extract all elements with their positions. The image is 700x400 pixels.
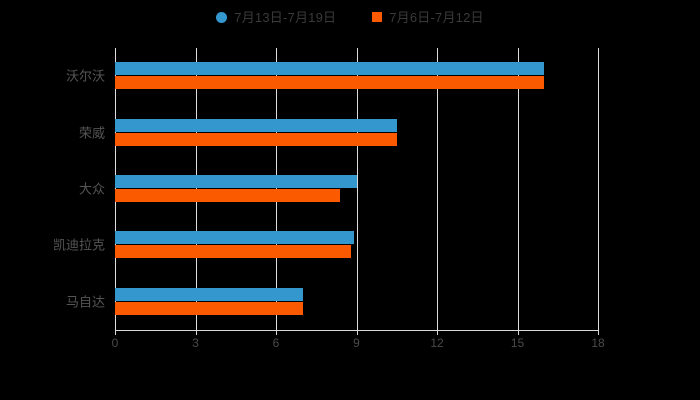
x-axis-tick-label: 3	[192, 336, 199, 350]
bar-group	[115, 287, 598, 316]
x-axis-tick-label: 18	[591, 336, 605, 350]
y-axis-tick-label: 荣威	[78, 125, 105, 141]
gridline	[437, 48, 438, 330]
x-axis-tick	[437, 330, 438, 335]
legend-label: 7月13日-7月19日	[234, 9, 337, 25]
x-axis-tick-label: 6	[272, 336, 280, 350]
bar[interactable]	[115, 245, 352, 259]
legend-entry[interactable]: 7月6日-7月12日	[372, 9, 484, 25]
square-marker-icon	[372, 12, 383, 22]
gridline	[598, 48, 599, 330]
bar[interactable]	[115, 287, 303, 301]
x-axis-tick	[276, 330, 277, 335]
bar[interactable]	[115, 76, 545, 90]
x-axis-tick-label: 9	[353, 336, 360, 350]
circle-marker-icon	[216, 11, 228, 23]
bar-group	[115, 118, 598, 147]
bar[interactable]	[115, 132, 397, 146]
y-axis-tick-label: 凯迪拉克	[52, 237, 105, 253]
y-axis-tick-label: 马自达	[65, 294, 105, 310]
y-axis-tick-label: 大众	[78, 181, 105, 197]
bar[interactable]	[115, 301, 303, 315]
x-axis-tick-label: 15	[510, 336, 525, 350]
bar[interactable]	[115, 231, 354, 245]
bar[interactable]	[115, 62, 545, 76]
bar-group	[115, 231, 598, 259]
y-axis-labels: 沃尔沃荣威大众凯迪拉克马自达	[0, 0, 105, 400]
x-axis-tick	[115, 330, 116, 335]
gridline	[356, 48, 358, 330]
x-axis-tick	[598, 330, 599, 335]
plot-area	[115, 48, 599, 330]
bar[interactable]	[115, 189, 341, 202]
gridline	[517, 48, 519, 330]
x-axis-tick-label: 12	[430, 336, 444, 350]
x-axis-tick	[517, 330, 519, 335]
bar[interactable]	[115, 118, 397, 132]
bar-group	[115, 175, 598, 203]
x-axis-tick	[195, 330, 197, 335]
legend-label: 7月6日-7月12日	[389, 9, 484, 25]
y-axis-tick-label: 沃尔沃	[65, 68, 105, 84]
bar[interactable]	[115, 175, 357, 188]
x-axis-tick-label: 0	[111, 336, 119, 350]
x-axis-tick	[356, 330, 358, 335]
chart-legend: 7月13日-7月19日 7月6日-7月12日	[0, 6, 700, 28]
bar-group	[115, 62, 598, 90]
legend-entry[interactable]: 7月13日-7月19日	[216, 11, 336, 24]
